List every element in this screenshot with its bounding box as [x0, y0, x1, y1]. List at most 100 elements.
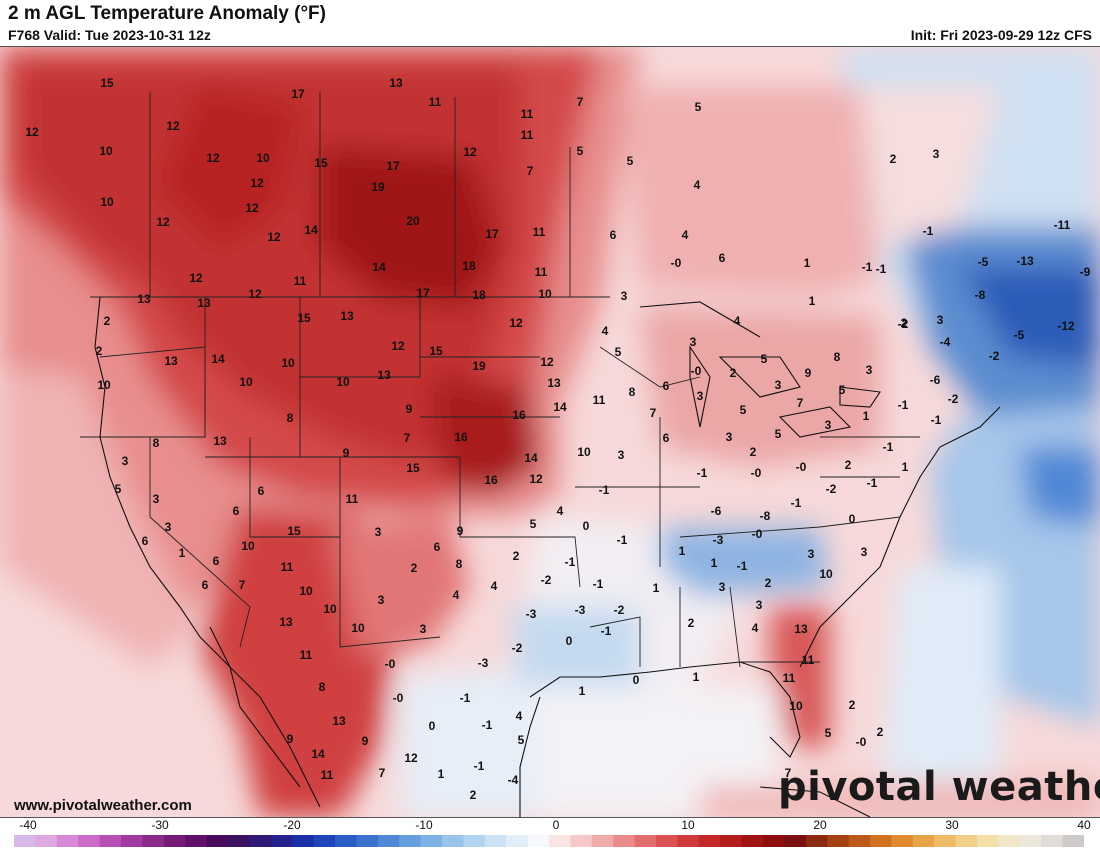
colorbar-swatch [870, 835, 892, 847]
anomaly-value-label: 10 [351, 621, 365, 635]
anomaly-value-label: -4 [508, 773, 519, 787]
anomaly-value-label: -9 [1080, 265, 1091, 279]
anomaly-value-label: 10 [281, 356, 295, 370]
anomaly-value-label: 15 [406, 461, 420, 475]
anomaly-value-label: 3 [861, 545, 868, 559]
anomaly-value-label: 12 [540, 355, 554, 369]
colorbar-swatch [998, 835, 1021, 847]
anomaly-value-label: 3 [690, 335, 697, 349]
anomaly-value-label: -0 [856, 735, 867, 749]
anomaly-value-label: 2 [877, 725, 884, 739]
anomaly-map[interactable]: 15 12 10 12 12 10 17 13 11 11 7 5 10 12 12 12 12 14 15 17 19… [0, 46, 1100, 818]
anomaly-value-label: 4 [557, 504, 564, 518]
anomaly-value-label: 10 [577, 445, 591, 459]
anomaly-value-label: 15 [100, 76, 114, 90]
anomaly-value-label: 7 [650, 406, 657, 420]
anomaly-value-label: 5 [115, 482, 122, 496]
anomaly-value-label: 7 [577, 95, 584, 109]
anomaly-value-label: 3 [726, 430, 733, 444]
anomaly-value-label: 17 [485, 227, 499, 241]
anomaly-value-label: -1 [876, 262, 887, 276]
anomaly-value-label: 0 [633, 673, 640, 687]
anomaly-value-label: 16 [454, 430, 468, 444]
anomaly-value-label: 10 [97, 378, 111, 392]
anomaly-value-label: -3 [575, 603, 586, 617]
anomaly-value-label: 6 [434, 540, 441, 554]
colorbar-swatch [185, 835, 208, 847]
anomaly-value-label: 3 [808, 547, 815, 561]
anomaly-value-label: 5 [627, 154, 634, 168]
anomaly-value-label: 12 [206, 151, 220, 165]
anomaly-value-label: 11 [521, 128, 534, 142]
anomaly-value-label: 4 [453, 588, 460, 602]
valid-time: F768 Valid: Tue 2023-10-31 12z [8, 27, 211, 43]
anomaly-value-label: 1 [693, 670, 700, 684]
anomaly-value-label: 13 [377, 368, 391, 382]
anomaly-value-label: 11 [593, 393, 606, 407]
anomaly-value-label: 3 [775, 378, 782, 392]
colorbar-swatch [570, 835, 593, 847]
colorbar-tick-label: -10 [415, 818, 433, 832]
anomaly-value-label: 0 [429, 719, 436, 733]
anomaly-value-label: 4 [491, 579, 498, 593]
anomaly-value-label: 3 [375, 525, 382, 539]
anomaly-value-label: 6 [610, 228, 617, 242]
anomaly-value-label: 11 [346, 492, 359, 506]
colorbar-swatch [335, 835, 357, 847]
anomaly-value-label: 4 [602, 324, 609, 338]
anomaly-value-label: 2 [845, 458, 852, 472]
anomaly-value-label: 7 [527, 164, 534, 178]
colorbar-swatch [142, 835, 165, 847]
anomaly-value-label: -2 [614, 603, 625, 617]
anomaly-value-label: 8 [287, 411, 294, 425]
anomaly-value-label: 5 [740, 403, 747, 417]
anomaly-value-label: 0 [566, 634, 573, 648]
anomaly-value-label: 6 [719, 251, 726, 265]
anomaly-value-label: -1 [791, 496, 802, 510]
anomaly-value-label: 6 [663, 379, 670, 393]
anomaly-value-label: 13 [340, 309, 354, 323]
anomaly-value-label: 12 [463, 145, 477, 159]
anomaly-value-label: -2 [898, 317, 909, 331]
anomaly-value-label: -0 [393, 691, 404, 705]
anomaly-value-label: 1 [679, 544, 686, 558]
anomaly-value-label: 12 [250, 176, 264, 190]
anomaly-value-label: -1 [898, 398, 909, 412]
colorbar-swatch [698, 835, 721, 847]
anomaly-value-label: -0 [691, 364, 702, 378]
colorbar-swatch [891, 835, 914, 847]
anomaly-value-label: 3 [621, 289, 628, 303]
anomaly-value-label: -1 [923, 224, 934, 238]
anomaly-value-label: 19 [371, 180, 385, 194]
anomaly-value-label: 2 [849, 698, 856, 712]
anomaly-value-label: -0 [796, 460, 807, 474]
colorbar-swatch [506, 835, 529, 847]
anomaly-value-label: 10 [819, 567, 833, 581]
anomaly-value-label: 4 [752, 621, 759, 635]
anomaly-value-label: 5 [530, 517, 537, 531]
anomaly-value-label: 1 [438, 767, 445, 781]
anomaly-value-label: -13 [1016, 254, 1034, 268]
anomaly-value-label: 2 [890, 152, 897, 166]
anomaly-value-label: 10 [241, 539, 255, 553]
anomaly-value-label: 20 [406, 214, 420, 228]
anomaly-value-label: 3 [756, 598, 763, 612]
anomaly-value-label: 2 [513, 549, 520, 563]
colorbar-swatch [35, 835, 58, 847]
anomaly-value-label: -1 [867, 476, 878, 490]
anomaly-value-label: 9 [457, 524, 464, 538]
anomaly-value-label: 13 [332, 714, 346, 728]
anomaly-value-label: 17 [386, 159, 400, 173]
anomaly-value-label: 8 [319, 680, 326, 694]
header: 2 m AGL Temperature Anomaly (°F) F768 Va… [0, 0, 1100, 46]
anomaly-value-label: 6 [142, 534, 149, 548]
anomaly-value-label: 18 [462, 259, 476, 273]
anomaly-value-label: 5 [761, 352, 768, 366]
anomaly-value-label: 7 [797, 396, 804, 410]
colorbar-swatch [955, 835, 978, 847]
colorbar-swatch [677, 835, 700, 847]
colorbar-tick-label: 0 [552, 818, 560, 832]
anomaly-value-label: -1 [482, 718, 493, 732]
website-url[interactable]: www.pivotalweather.com [14, 797, 192, 814]
